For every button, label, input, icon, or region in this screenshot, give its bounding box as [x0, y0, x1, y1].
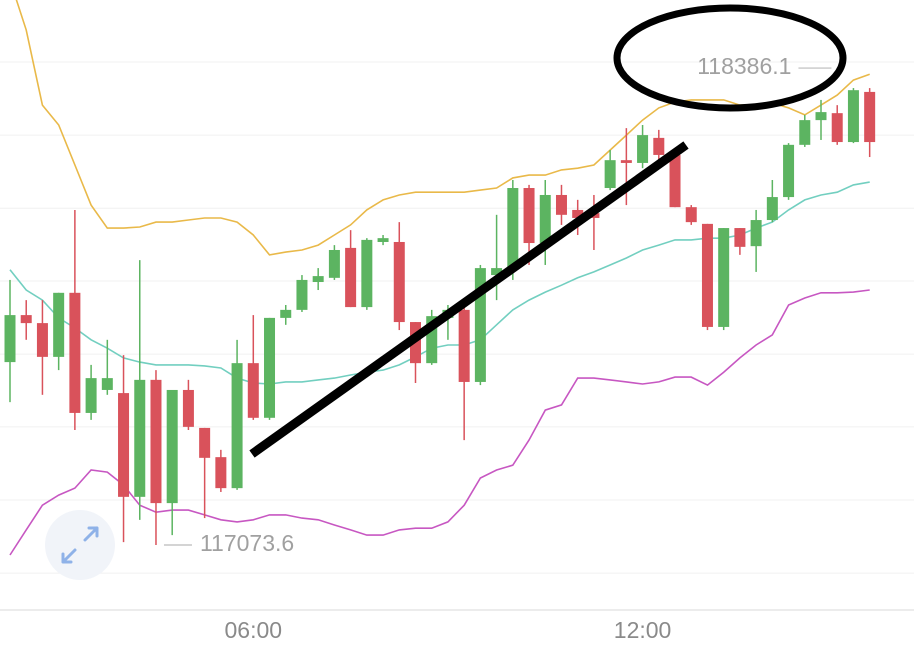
candle-body [734, 228, 746, 247]
high-label: 118386.1 [697, 53, 791, 79]
band-line [15, 0, 870, 256]
drawn-trend-line [249, 141, 689, 458]
candle-body [247, 363, 259, 418]
candle-body [637, 135, 649, 163]
candle-body [523, 188, 535, 244]
candle-body [766, 197, 778, 221]
candle-body [799, 120, 811, 145]
candle-body [69, 292, 81, 413]
candle-body [296, 279, 308, 310]
candle-body [4, 315, 16, 363]
candle-body [199, 427, 211, 458]
candle-body [166, 389, 178, 504]
candle-body [572, 209, 584, 218]
expand-button-bg[interactable] [45, 510, 115, 580]
candles [4, 88, 876, 546]
candle-body [231, 363, 243, 489]
candle-body [458, 309, 470, 382]
candle-body [20, 315, 32, 324]
candle-body [150, 379, 162, 504]
candle-body [620, 160, 632, 163]
candle-body [604, 160, 616, 189]
band-line [9, 289, 870, 556]
candle-body [280, 309, 292, 318]
candle-body [701, 223, 713, 327]
candle-body [264, 317, 276, 418]
candle-body [653, 137, 665, 155]
candle-body [831, 113, 843, 143]
candle-body [312, 276, 324, 283]
candle-body [393, 241, 405, 323]
expand-button[interactable] [45, 510, 115, 580]
candle-body [685, 207, 697, 223]
candle-body [847, 90, 859, 143]
drawn-circle [613, 4, 847, 112]
candle-body [328, 249, 340, 278]
candle-body [345, 247, 357, 308]
candle-body [101, 378, 113, 390]
candle-body [718, 228, 730, 327]
candle-body [555, 194, 567, 215]
low-label: 117073.6 [200, 530, 294, 556]
candle-body [215, 457, 227, 489]
candle-body [361, 239, 373, 308]
candle-body [377, 238, 389, 242]
candle-body [426, 316, 438, 364]
labels: 06:00 12:00 118386.1 117073.6 [163, 53, 832, 643]
candle-body [783, 144, 795, 198]
candle-body [85, 378, 97, 413]
candle-body [750, 220, 762, 247]
candle-body [134, 379, 146, 497]
candle-body [491, 268, 503, 276]
x-tick-label: 12:00 [614, 617, 672, 643]
candle-body [182, 389, 194, 427]
candle-body [474, 268, 486, 382]
expand-icon[interactable] [61, 526, 99, 564]
candle-body [507, 188, 519, 270]
candle-body [864, 91, 876, 143]
candle-body [815, 112, 827, 121]
candle-body [53, 292, 65, 357]
candle-body [36, 323, 48, 357]
candle-body [669, 154, 681, 208]
candle-body [118, 393, 130, 497]
x-tick-label: 06:00 [225, 617, 283, 643]
candle-body [539, 194, 551, 244]
